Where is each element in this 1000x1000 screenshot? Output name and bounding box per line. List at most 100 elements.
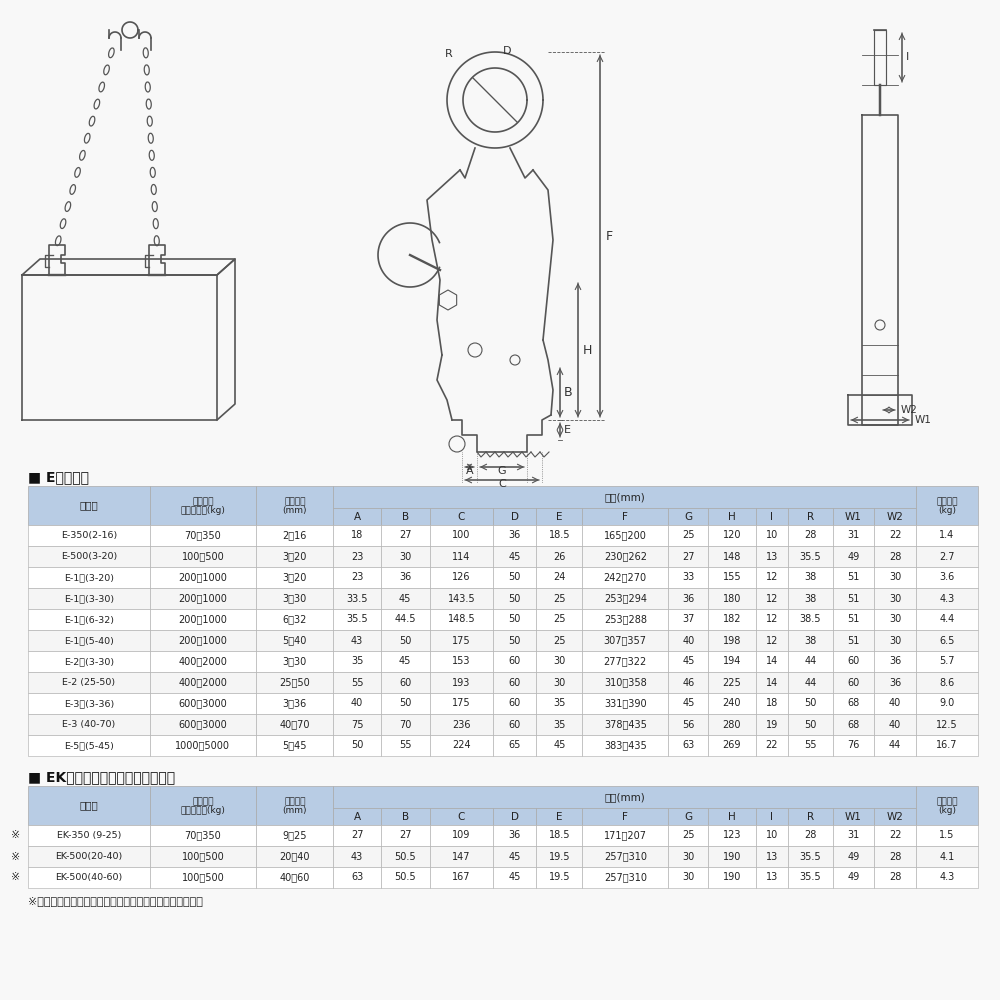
FancyBboxPatch shape: [874, 825, 916, 846]
Text: 13: 13: [766, 852, 778, 861]
Text: 最小～最大(kg): 最小～最大(kg): [180, 506, 225, 515]
FancyBboxPatch shape: [256, 714, 333, 735]
Text: E-350(2-16): E-350(2-16): [61, 531, 117, 540]
Text: W2: W2: [887, 512, 903, 522]
Text: 36: 36: [399, 572, 411, 582]
FancyBboxPatch shape: [28, 588, 150, 609]
FancyBboxPatch shape: [256, 672, 333, 693]
FancyBboxPatch shape: [381, 651, 430, 672]
Text: B: B: [402, 512, 409, 522]
Text: 1.4: 1.4: [939, 530, 955, 540]
FancyBboxPatch shape: [256, 486, 333, 525]
Text: 18: 18: [351, 530, 363, 540]
FancyBboxPatch shape: [708, 714, 756, 735]
Text: 60: 60: [847, 656, 860, 666]
FancyBboxPatch shape: [28, 630, 150, 651]
FancyBboxPatch shape: [256, 651, 333, 672]
FancyBboxPatch shape: [536, 546, 582, 567]
FancyBboxPatch shape: [668, 867, 708, 888]
FancyBboxPatch shape: [536, 567, 582, 588]
Text: 19.5: 19.5: [549, 872, 570, 882]
Text: 182: 182: [723, 614, 741, 624]
FancyBboxPatch shape: [150, 609, 256, 630]
Text: 25: 25: [553, 593, 566, 603]
FancyBboxPatch shape: [708, 567, 756, 588]
Text: E: E: [556, 512, 563, 522]
FancyBboxPatch shape: [916, 786, 978, 825]
Text: C: C: [458, 512, 465, 522]
FancyBboxPatch shape: [582, 546, 668, 567]
Text: 33.5: 33.5: [346, 593, 368, 603]
Text: E-3　(3-36): E-3 (3-36): [64, 699, 114, 708]
FancyBboxPatch shape: [582, 825, 668, 846]
FancyBboxPatch shape: [493, 735, 536, 756]
FancyBboxPatch shape: [708, 525, 756, 546]
Text: 55: 55: [399, 740, 411, 750]
FancyBboxPatch shape: [833, 525, 874, 546]
FancyBboxPatch shape: [333, 672, 381, 693]
Text: ※: ※: [11, 830, 21, 840]
Text: 49: 49: [847, 872, 860, 882]
Text: 12.5: 12.5: [936, 720, 958, 730]
Text: 277～322: 277～322: [604, 656, 647, 666]
FancyBboxPatch shape: [28, 867, 150, 888]
FancyBboxPatch shape: [536, 651, 582, 672]
Text: R: R: [807, 812, 814, 822]
FancyBboxPatch shape: [536, 735, 582, 756]
Text: 68: 68: [847, 720, 860, 730]
Text: 307～357: 307～357: [604, 636, 647, 646]
FancyBboxPatch shape: [833, 693, 874, 714]
FancyBboxPatch shape: [756, 525, 788, 546]
FancyBboxPatch shape: [493, 525, 536, 546]
Text: D: D: [511, 512, 519, 522]
FancyBboxPatch shape: [582, 867, 668, 888]
FancyBboxPatch shape: [788, 546, 833, 567]
Text: (mm): (mm): [283, 806, 307, 815]
FancyBboxPatch shape: [874, 609, 916, 630]
FancyBboxPatch shape: [916, 486, 978, 525]
Text: EK-500(20-40): EK-500(20-40): [55, 852, 122, 861]
Text: 40～60: 40～60: [280, 872, 310, 882]
Text: 型　式: 型 式: [79, 800, 98, 810]
FancyBboxPatch shape: [256, 567, 333, 588]
Text: (kg): (kg): [938, 806, 956, 815]
Text: 55: 55: [351, 678, 363, 688]
Text: 109: 109: [452, 830, 471, 840]
FancyBboxPatch shape: [582, 508, 668, 525]
Text: 36: 36: [682, 593, 694, 603]
Text: 45: 45: [509, 552, 521, 562]
Text: 50: 50: [509, 593, 521, 603]
FancyBboxPatch shape: [756, 508, 788, 525]
FancyBboxPatch shape: [916, 714, 978, 735]
Text: B: B: [564, 386, 573, 399]
Text: 使用荷重: 使用荷重: [192, 797, 214, 806]
FancyBboxPatch shape: [916, 825, 978, 846]
FancyBboxPatch shape: [28, 672, 150, 693]
FancyBboxPatch shape: [708, 546, 756, 567]
Text: 49: 49: [847, 552, 860, 562]
Text: C: C: [498, 479, 506, 489]
FancyBboxPatch shape: [708, 630, 756, 651]
Text: 28: 28: [889, 552, 901, 562]
Text: 4.4: 4.4: [939, 614, 955, 624]
FancyBboxPatch shape: [493, 825, 536, 846]
FancyBboxPatch shape: [874, 651, 916, 672]
Text: 有効板厚: 有効板厚: [284, 497, 306, 506]
FancyBboxPatch shape: [833, 825, 874, 846]
Text: 147: 147: [452, 852, 471, 861]
Text: 40: 40: [889, 698, 901, 708]
FancyBboxPatch shape: [756, 588, 788, 609]
Text: 68: 68: [847, 698, 860, 708]
FancyBboxPatch shape: [493, 651, 536, 672]
FancyBboxPatch shape: [28, 846, 150, 867]
FancyBboxPatch shape: [430, 630, 493, 651]
FancyBboxPatch shape: [150, 567, 256, 588]
Text: 200～1000: 200～1000: [178, 636, 227, 646]
Text: 51: 51: [847, 614, 860, 624]
FancyBboxPatch shape: [28, 786, 150, 825]
Text: 50: 50: [399, 636, 411, 646]
Text: 257～310: 257～310: [604, 852, 647, 861]
Text: 13: 13: [766, 872, 778, 882]
Text: 56: 56: [682, 720, 694, 730]
FancyBboxPatch shape: [874, 808, 916, 825]
